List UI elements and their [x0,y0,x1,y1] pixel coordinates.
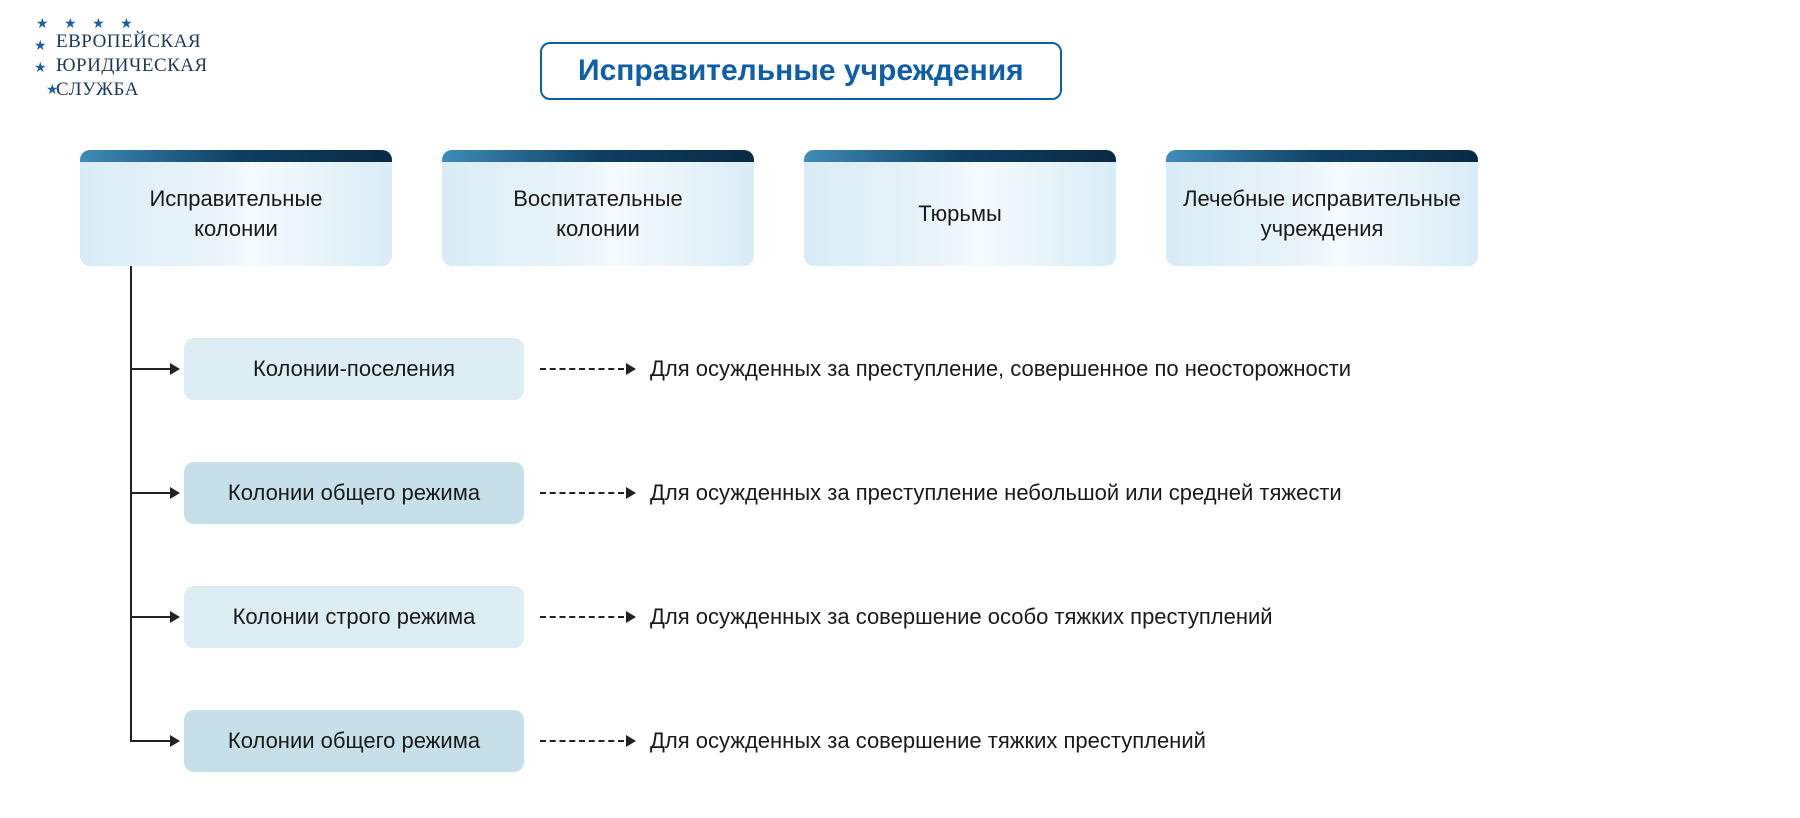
subcategory-definition: Для осужденных за преступление, совершен… [650,356,1351,382]
subcategory-label: Колонии общего режима [228,480,480,506]
logo-line: СЛУЖБА [56,78,208,102]
category-card: Воспитательныеколонии [442,150,754,266]
diagram-title: Исправительные учреждения [540,42,1062,100]
category-card-label: Тюрьмы [908,187,1012,229]
logo-star-icon: ★ [34,60,47,77]
card-top-accent [1166,150,1478,162]
subcategory-definition: Для осужденных за совершение особо тяжки… [650,604,1273,630]
subcategory-pill: Колонии общего режима [184,710,524,772]
tree-branch-arrow [130,368,178,370]
logo-star-icon: ★ [34,38,47,55]
subcategory-pill: Колонии-поселения [184,338,524,400]
card-top-accent [442,150,754,162]
brand-logo: ★ ★ ★ ★ ★ ★ ★ ЕВРОПЕЙСКАЯ ЮРИДИЧЕСКАЯ СЛ… [56,30,208,101]
tree-branch-arrow [130,492,178,494]
tree-branch-arrow [130,616,178,618]
category-card-label: Воспитательныеколонии [503,172,693,243]
logo-line: ЕВРОПЕЙСКАЯ [56,30,208,54]
logo-stars-arc: ★ ★ ★ ★ [36,16,139,33]
subcategory-pill: Колонии общего режима [184,462,524,524]
subcategory-label: Колонии-поселения [253,356,455,382]
category-card: Исправительныеколонии [80,150,392,266]
card-top-accent [80,150,392,162]
category-card-label: Исправительныеколонии [139,172,332,243]
logo-line: ЮРИДИЧЕСКАЯ [56,54,208,78]
subcategory-definition: Для осужденных за преступление небольшой… [650,480,1342,506]
tree-vertical-line [130,266,132,742]
tree-branch-arrow [130,740,178,742]
subcategory-pill: Колонии строго режима [184,586,524,648]
subcategory-definition: Для осужденных за совершение тяжких прес… [650,728,1206,754]
subcategory-label: Колонии строго режима [233,604,476,630]
logo-star-icon: ★ [46,82,59,99]
category-card-label: Лечебные исправительныеучреждения [1173,172,1471,243]
card-top-accent [804,150,1116,162]
category-card: Тюрьмы [804,150,1116,266]
diagram-title-text: Исправительные учреждения [578,54,1024,87]
subcategory-label: Колонии общего режима [228,728,480,754]
category-card: Лечебные исправительныеучреждения [1166,150,1478,266]
